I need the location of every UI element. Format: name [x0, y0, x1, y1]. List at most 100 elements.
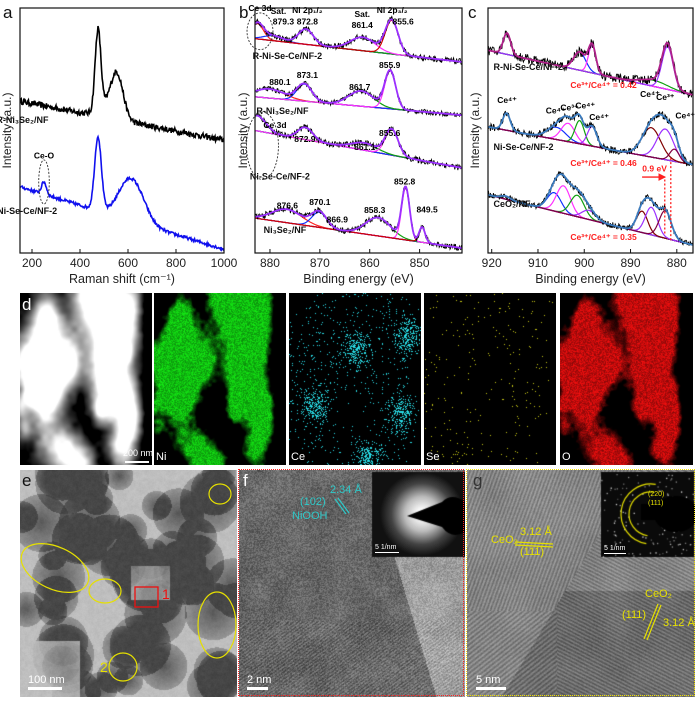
- scale-bar: [28, 687, 62, 690]
- inset-scale-bar: [604, 553, 626, 554]
- x-tick-label: 200: [22, 256, 42, 270]
- tem-overlay: [20, 470, 237, 697]
- inset-scale-bar-label: 5 1/nm: [604, 545, 625, 552]
- scale-bar-label: 2 nm: [247, 675, 271, 686]
- ce-map: [289, 293, 421, 465]
- peak-annotation: Ni 2p₃/₂: [377, 5, 408, 15]
- peak-annotation: Ce⁴⁺: [575, 100, 595, 110]
- scale-bar-label: 200 nm: [123, 449, 153, 458]
- ni-map: [154, 293, 286, 465]
- phase-label: CeO₂: [491, 535, 518, 546]
- data-line: [20, 26, 224, 142]
- peak-annotation: 876.6: [277, 200, 299, 210]
- hrtem-image: [239, 470, 465, 697]
- peak-annotation: 855.9: [379, 60, 401, 70]
- scale-bar: [247, 687, 268, 690]
- peak-annotation: 866.9: [327, 214, 349, 224]
- x-axis-label: Binding energy (eV): [535, 272, 645, 286]
- peak-annotation: 879.3: [273, 17, 295, 27]
- inset-scale-bar-label: 5 1/nm: [375, 544, 396, 551]
- panel-letter-d: d: [22, 296, 31, 313]
- chart-panel-b: R-Ni-Se-Ce/NF-2 R-Ni₃Se₂/NF Ni-Se-Ce/NF-2 N…: [236, 3, 462, 286]
- peak-annotation: 870.1: [309, 197, 331, 207]
- x-tick-label: 890: [621, 256, 641, 270]
- d-spacing-label: 2.34 Å: [330, 485, 362, 496]
- plot-frame: [255, 8, 462, 253]
- phase-label: NiOOH: [292, 511, 327, 522]
- region-label-2: 2: [100, 660, 108, 674]
- x-tick-label: 850: [410, 256, 430, 270]
- series-label: R-Ni₃Se₂/NF: [256, 106, 309, 116]
- diffraction-ring-label: (111): [648, 500, 663, 507]
- se-map: [424, 293, 556, 465]
- phase-label: CeO₂: [645, 589, 672, 600]
- highlight-ellipse: [198, 592, 236, 658]
- x-tick-label: 900: [574, 256, 594, 270]
- peak-annotation: Ce-O: [34, 151, 55, 161]
- series-label: CeO₂/NF: [494, 199, 532, 209]
- peak-annotation: Sat.: [354, 9, 370, 19]
- selected-region-box: [135, 587, 158, 607]
- series-label: Ni₃Se₂/NF: [264, 225, 307, 235]
- lattice-fringe-marker: [642, 603, 662, 643]
- peak-annotation: 849.5: [416, 205, 438, 215]
- x-tick-label: 870: [310, 256, 330, 270]
- y-axis-label: Intensity (a.u.): [468, 92, 482, 168]
- panel-letter-c: c: [468, 3, 477, 22]
- peak-annotation: 872.8: [297, 17, 319, 27]
- dashed-highlight-ellipse: [247, 13, 273, 50]
- peak-annotation: Ce³⁺/Ce⁴⁺ = 0.46: [570, 158, 637, 168]
- fit-component-peak: [255, 188, 462, 248]
- x-tick-label: 920: [482, 256, 502, 270]
- series-label: Ni-Se-Ce/NF-2: [250, 172, 310, 182]
- data-line: [255, 186, 461, 250]
- peak-annotation: 0.9 eV: [642, 164, 667, 174]
- x-tick-label: 860: [360, 256, 380, 270]
- peak-annotation: Ni 2p₁/₂: [292, 5, 323, 15]
- spectra-charts: R-Ni₃Se₂/NF R-Ni-Se-Ce/NF-2 Ce-O 200 400 600 8…: [0, 0, 700, 290]
- highlight-ellipse: [89, 579, 121, 603]
- scale-bar-label: 5 nm: [476, 675, 500, 686]
- d-spacing-label: 3.12 Å: [520, 527, 552, 538]
- highlight-ellipse: [109, 653, 137, 681]
- series-label: R-Ni-Se-Ce/NF-2: [0, 206, 57, 216]
- chart-panel-c: R-Ni-Se-Ce/NF-2Ni-Se-Ce/NF-2CeO₂/NFCe³⁺/…: [468, 3, 695, 286]
- lattice-fringe-marker: [515, 540, 555, 548]
- x-tick-label: 880: [667, 256, 687, 270]
- panel-letter-b: b: [239, 3, 248, 22]
- peak-annotation: 873.1: [297, 70, 319, 80]
- peak-annotation: 858.3: [364, 205, 386, 215]
- panel-letter-a: a: [3, 3, 13, 22]
- series-label: R-Ni-Se-Ce/NF-2: [253, 51, 323, 61]
- map-label-ni: Ni: [156, 452, 166, 463]
- d-spacing-label: 3.12 Å: [663, 618, 695, 629]
- peak-annotation: Ce³⁺/Ce⁴⁺ = 0.35: [570, 232, 637, 242]
- panel-letter-g: g: [473, 472, 482, 489]
- fit-envelope: [255, 187, 462, 249]
- scale-bar: [476, 687, 506, 690]
- highlight-ellipse: [209, 484, 231, 504]
- peak-annotation: Ce⁴⁺: [589, 112, 609, 122]
- region-label-1: 1: [162, 587, 170, 601]
- y-axis-label: Intensity (a.u.): [0, 92, 14, 168]
- peak-annotation: 861.4: [352, 20, 374, 30]
- x-tick-label: 1000: [211, 256, 238, 270]
- highlight-ellipse: [20, 534, 97, 602]
- plane-label: (102): [300, 497, 326, 508]
- x-tick-label: 600: [118, 256, 138, 270]
- series-r-ni-se-nf: [20, 26, 224, 142]
- peak-annotation: Ce³⁺/Ce⁴⁺ = 0.42: [570, 80, 637, 90]
- x-tick-label: 400: [70, 256, 90, 270]
- lattice-fringe-marker: [332, 497, 352, 517]
- peak-annotation: 855.6: [379, 128, 401, 138]
- x-axis-label: Binding energy (eV): [303, 272, 413, 286]
- panel-letter-f: f: [243, 472, 248, 489]
- peak-annotation: 880.1: [269, 77, 291, 87]
- haadf-image: [20, 293, 152, 465]
- inset-scale-bar: [375, 552, 399, 553]
- panel-letter-e: e: [22, 472, 31, 489]
- map-label-ce: Ce: [291, 452, 305, 463]
- peak-annotation: Ce 3d: [263, 120, 286, 130]
- plane-label: (111): [520, 547, 544, 558]
- series-ni-se-nf: [255, 186, 462, 250]
